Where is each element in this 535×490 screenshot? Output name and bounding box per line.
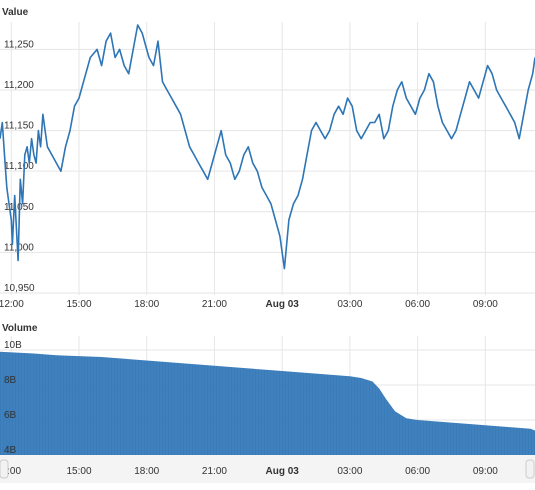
value-plot-area <box>0 22 535 290</box>
value-x-tick-label: 12:00 <box>0 299 24 310</box>
volume-y-tick-label: 6B <box>4 410 17 421</box>
value-x-tick-label: 06:00 <box>405 299 430 310</box>
value-series-line <box>0 24 535 270</box>
value-x-tick-label: 15:00 <box>66 299 91 310</box>
volume-series-area <box>0 351 535 455</box>
value-y-tick-label: 11,200 <box>4 80 34 91</box>
volume-x-tick-label: 06:00 <box>405 466 430 477</box>
value-panel-title: Value <box>2 7 29 18</box>
volume-x-tick-label: 18:00 <box>134 466 159 477</box>
volume-x-tick-label: 03:00 <box>337 466 362 477</box>
value-x-tick-label: 21:00 <box>202 299 227 310</box>
value-x-tick-label: 18:00 <box>134 299 159 310</box>
value-y-tick-label: 11,150 <box>4 121 34 132</box>
volume-y-tick-label: 4B <box>4 445 17 456</box>
value-x-tick-label: 03:00 <box>337 299 362 310</box>
value-panel: 11,25011,20011,15011,10011,05011,00010,9… <box>0 22 535 310</box>
volume-x-tick-label: 15:00 <box>66 466 91 477</box>
volume-y-tick-label: 10B <box>4 340 22 351</box>
volume-x-tick-label: 21:00 <box>202 466 227 477</box>
navigator-right-handle[interactable] <box>525 459 535 479</box>
volume-y-tick-label: 8B <box>4 375 17 386</box>
volume-x-tick-label: 09:00 <box>473 466 498 477</box>
volume-panel-title: Volume <box>2 323 38 334</box>
value-y-tick-label: 11,100 <box>4 161 34 172</box>
navigator-left-handle[interactable] <box>0 459 9 479</box>
value-y-tick-label: 11,250 <box>4 39 34 50</box>
navigator-strip[interactable] <box>0 455 535 483</box>
value-x-tick-label: 09:00 <box>473 299 498 310</box>
volume-x-tick-label: 2:00 <box>2 466 22 477</box>
volume-x-tick-label: Aug 03 <box>266 466 300 477</box>
value-y-tick-label: 10,950 <box>4 283 35 294</box>
volume-panel: 10B 8B 6B 4B 2:00 15:00 18:00 21:00 Aug 03 03:00 0… <box>0 336 535 483</box>
value-x-tick-label: Aug 03 <box>266 299 300 310</box>
